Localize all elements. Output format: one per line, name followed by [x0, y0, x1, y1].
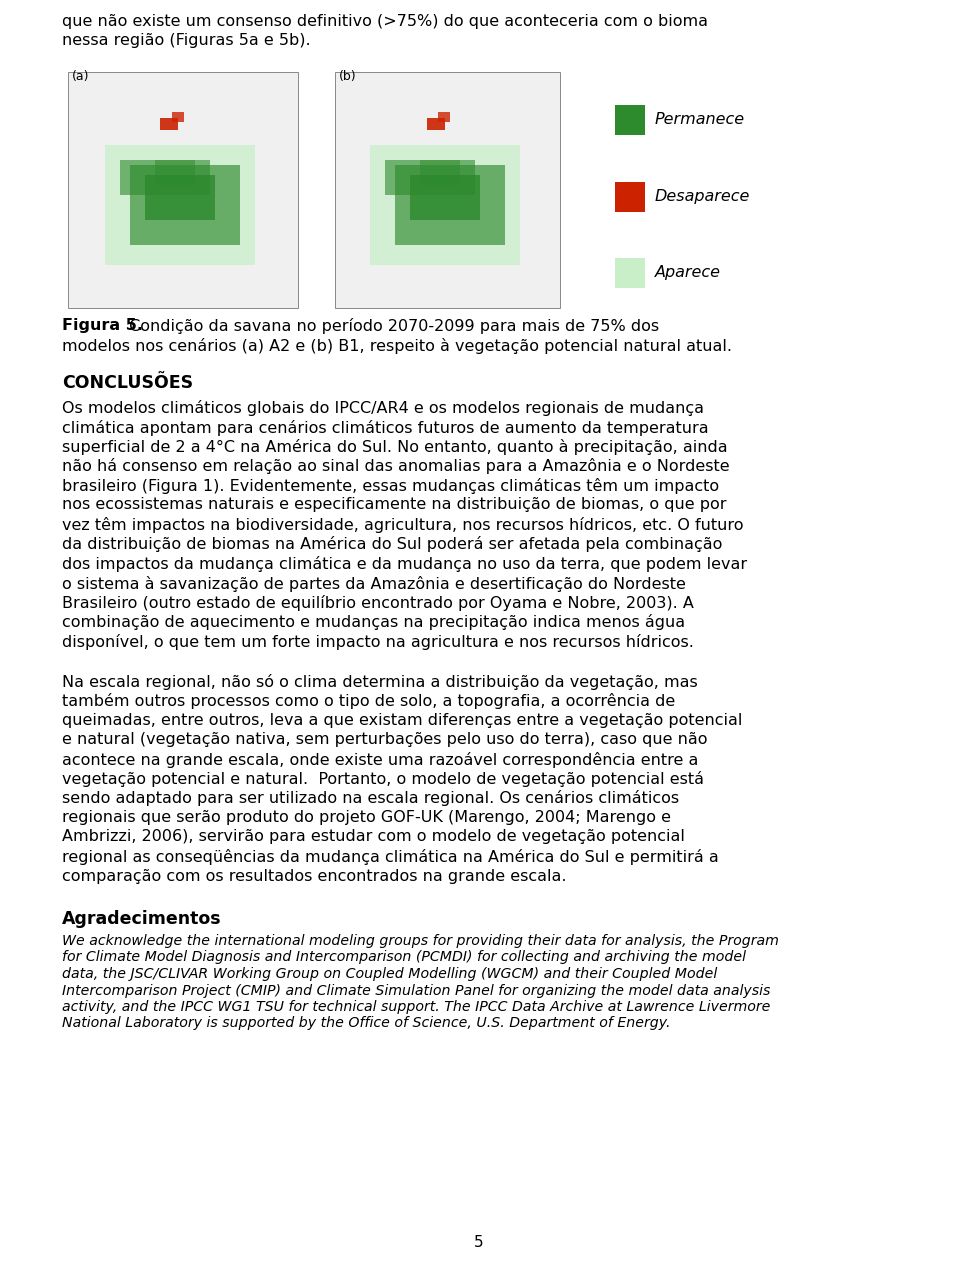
Bar	[615, 258, 645, 288]
Text: vez têm impactos na biodiversidade, agricultura, nos recursos hídricos, etc. O f: vez têm impactos na biodiversidade, agri…	[62, 517, 743, 533]
Text: (b): (b)	[339, 69, 356, 83]
Text: vegetação potencial e natural.  Portanto, o modelo de vegetação potencial está: vegetação potencial e natural. Portanto,…	[62, 770, 704, 787]
Text: não há consenso em relação ao sinal das anomalias para a Amazônia e o Nordeste: não há consenso em relação ao sinal das …	[62, 458, 730, 475]
Text: e natural (vegetação nativa, sem perturbações pelo uso do terra), caso que não: e natural (vegetação nativa, sem perturb…	[62, 733, 708, 746]
Text: Permanece: Permanece	[655, 112, 745, 128]
Text: Intercomparison Project (CMIP) and Climate Simulation Panel for organizing the m: Intercomparison Project (CMIP) and Clima…	[62, 984, 770, 998]
Text: We acknowledge the international modeling groups for providing their data for an: We acknowledge the international modelin…	[62, 935, 779, 949]
Text: combinação de aquecimento e mudanças na precipitação indica menos água: combinação de aquecimento e mudanças na …	[62, 615, 685, 630]
Text: Agradecimentos: Agradecimentos	[62, 911, 222, 928]
Bar	[105, 145, 255, 265]
Text: disponível, o que tem um forte impacto na agricultura e nos recursos hídricos.: disponível, o que tem um forte impacto n…	[62, 634, 694, 650]
Text: da distribuição de biomas na América do Sul poderá ser afetada pela combinação: da distribuição de biomas na América do …	[62, 537, 722, 552]
Text: dos impactos da mudança climática e da mudança no uso da terra, que podem levar: dos impactos da mudança climática e da m…	[62, 556, 747, 572]
Bar	[438, 112, 450, 123]
Text: climática apontam para cenários climáticos futuros de aumento da temperatura: climática apontam para cenários climátic…	[62, 419, 708, 436]
Bar	[160, 117, 178, 130]
Bar	[120, 160, 210, 195]
Text: brasileiro (Figura 1). Evidentemente, essas mudanças climáticas têm um impacto: brasileiro (Figura 1). Evidentemente, es…	[62, 477, 719, 494]
Text: for Climate Model Diagnosis and Intercomparison (PCMDI) for collecting and archi: for Climate Model Diagnosis and Intercom…	[62, 951, 746, 965]
Text: nos ecossistemas naturais e especificamente na distribuição de biomas, o que por: nos ecossistemas naturais e especificame…	[62, 498, 727, 513]
Bar	[68, 72, 298, 308]
Text: 5: 5	[473, 1235, 483, 1250]
Text: modelos nos cenários (a) A2 e (b) B1, respeito à vegetação potencial natural atu: modelos nos cenários (a) A2 e (b) B1, re…	[62, 338, 732, 355]
Text: comparação com os resultados encontrados na grande escala.: comparação com os resultados encontrados…	[62, 869, 566, 884]
Bar	[615, 182, 645, 212]
Text: queimadas, entre outros, leva a que existam diferenças entre a vegetação potenci: queimadas, entre outros, leva a que exis…	[62, 712, 742, 727]
Bar	[427, 117, 445, 130]
Bar	[420, 160, 460, 184]
Text: CONCLUSÕES: CONCLUSÕES	[62, 374, 193, 392]
Text: data, the JSC/CLIVAR Working Group on Coupled Modelling (WGCM) and their Coupled: data, the JSC/CLIVAR Working Group on Co…	[62, 967, 717, 981]
Bar	[370, 145, 520, 265]
Text: Desaparece: Desaparece	[655, 189, 751, 205]
Bar	[145, 176, 215, 220]
Text: regional as conseqüências da mudança climática na América do Sul e permitirá a: regional as conseqüências da mudança cli…	[62, 849, 719, 865]
Text: National Laboratory is supported by the Office of Science, U.S. Department of En: National Laboratory is supported by the …	[62, 1017, 670, 1031]
Bar	[172, 112, 184, 123]
Bar	[410, 176, 480, 220]
Text: que não existe um consenso definitivo (>75%) do que aconteceria com o bioma: que não existe um consenso definitivo (>…	[62, 14, 708, 29]
Text: acontece na grande escala, onde existe uma razoável correspondência entre a: acontece na grande escala, onde existe u…	[62, 751, 698, 768]
Bar	[155, 160, 195, 184]
Text: nessa região (Figuras 5a e 5b).: nessa região (Figuras 5a e 5b).	[62, 34, 311, 48]
Bar	[385, 160, 475, 195]
Text: regionais que serão produto do projeto GOF-UK (Marengo, 2004; Marengo e: regionais que serão produto do projeto G…	[62, 810, 671, 825]
Text: sendo adaptado para ser utilizado na escala regional. Os cenários climáticos: sendo adaptado para ser utilizado na esc…	[62, 791, 679, 807]
Bar	[130, 165, 240, 245]
Text: activity, and the IPCC WG1 TSU for technical support. The IPCC Data Archive at L: activity, and the IPCC WG1 TSU for techn…	[62, 1000, 770, 1014]
Bar	[395, 165, 505, 245]
Text: Ambrizzi, 2006), servirão para estudar com o modelo de vegetação potencial: Ambrizzi, 2006), servirão para estudar c…	[62, 830, 684, 845]
Text: Os modelos climáticos globais do IPCC/AR4 e os modelos regionais de mudança: Os modelos climáticos globais do IPCC/AR…	[62, 400, 704, 416]
Text: Brasileiro (outro estado de equilíbrio encontrado por Oyama e Nobre, 2003). A: Brasileiro (outro estado de equilíbrio e…	[62, 595, 694, 611]
Bar	[615, 105, 645, 135]
Text: superficial de 2 a 4°C na América do Sul. No entanto, quanto à precipitação, ain: superficial de 2 a 4°C na América do Sul…	[62, 440, 728, 455]
Text: o sistema à savanização de partes da Amazônia e desertificação do Nordeste: o sistema à savanização de partes da Ama…	[62, 576, 685, 591]
Text: Condição da savana no período 2070-2099 para mais de 75% dos: Condição da savana no período 2070-2099 …	[124, 318, 660, 333]
Text: Na escala regional, não só o clima determina a distribuição da vegetação, mas: Na escala regional, não só o clima deter…	[62, 673, 698, 690]
Text: também outros processos como o tipo de solo, a topografia, a ocorrência de: também outros processos como o tipo de s…	[62, 693, 675, 709]
Text: (a): (a)	[72, 69, 89, 83]
Text: Aparece: Aparece	[655, 265, 721, 280]
Bar	[335, 72, 560, 308]
Text: Figura 5.: Figura 5.	[62, 318, 143, 333]
